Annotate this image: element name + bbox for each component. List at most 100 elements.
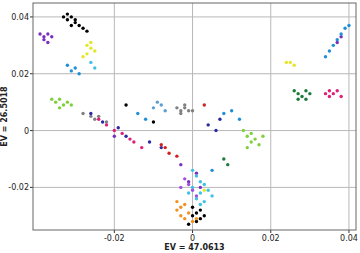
point [167,152,170,155]
series [152,100,167,112]
point [144,117,147,120]
point [203,103,206,106]
point [226,163,229,166]
series [89,112,221,149]
point [81,55,84,58]
point [163,146,166,149]
point [85,52,88,55]
x-tick-label: 0.02 [262,234,280,243]
point [179,112,182,115]
point [210,194,213,197]
point [308,92,311,95]
series [81,41,296,192]
point [339,95,342,98]
y-grid-line [33,16,356,17]
point [199,208,202,211]
point [210,169,213,172]
point [195,217,198,220]
point [250,140,253,143]
point [206,189,209,192]
point [257,143,260,146]
point [81,112,84,115]
point [101,120,104,123]
y-grid-line [33,187,356,188]
point [50,98,53,101]
point [124,103,127,106]
point [324,55,327,58]
point [250,132,253,135]
point [46,32,49,35]
point [148,140,151,143]
point [89,41,92,44]
chart: -0.0200.020.04-0.0200.020.04EV = 47.0613… [0,0,360,253]
series [222,89,311,166]
series [81,103,194,123]
point [70,103,73,106]
point [187,191,190,194]
x-grid-line [270,3,271,230]
point [304,98,307,101]
point [206,123,209,126]
x-grid-line [114,3,115,230]
point [97,117,100,120]
background [0,0,360,253]
y-tick-label: 0.04 [11,13,29,22]
point [332,92,335,95]
point [339,32,342,35]
point [70,15,73,18]
point [85,29,88,32]
point [183,217,186,220]
point [74,66,77,69]
points [38,12,350,226]
point [54,100,57,103]
point [253,137,256,140]
point [347,24,350,27]
point [175,154,178,157]
point [296,92,299,95]
plot-frame [33,3,356,230]
point [160,143,163,146]
point [336,38,339,41]
point [230,109,233,112]
point [50,35,53,38]
point [246,146,249,149]
x-axis-label: EV = 47.0613 [164,243,224,252]
point [77,72,80,75]
point [191,109,194,112]
plot-area [33,3,356,230]
point [62,103,65,106]
point [328,89,331,92]
point [124,135,127,138]
point [62,15,65,18]
point [191,206,194,209]
point [187,211,190,214]
point [66,64,69,67]
series [175,200,198,223]
point [152,120,155,123]
point [293,64,296,67]
point [328,49,331,52]
point [93,49,96,52]
point [183,177,186,180]
point [136,112,139,115]
point [179,214,182,217]
point [261,135,264,138]
point [296,98,299,101]
point [199,203,202,206]
point [187,223,190,226]
point [77,24,80,27]
point [175,200,178,203]
point [152,106,155,109]
point [58,98,61,101]
series [89,61,214,206]
point [156,100,159,103]
point [66,100,69,103]
point [89,61,92,64]
point [293,89,296,92]
point [38,32,41,35]
point [246,135,249,138]
y-tick-label: -0.02 [8,183,29,192]
point [128,137,131,140]
point [81,27,84,30]
x-tick-label: 0.04 [340,234,358,243]
